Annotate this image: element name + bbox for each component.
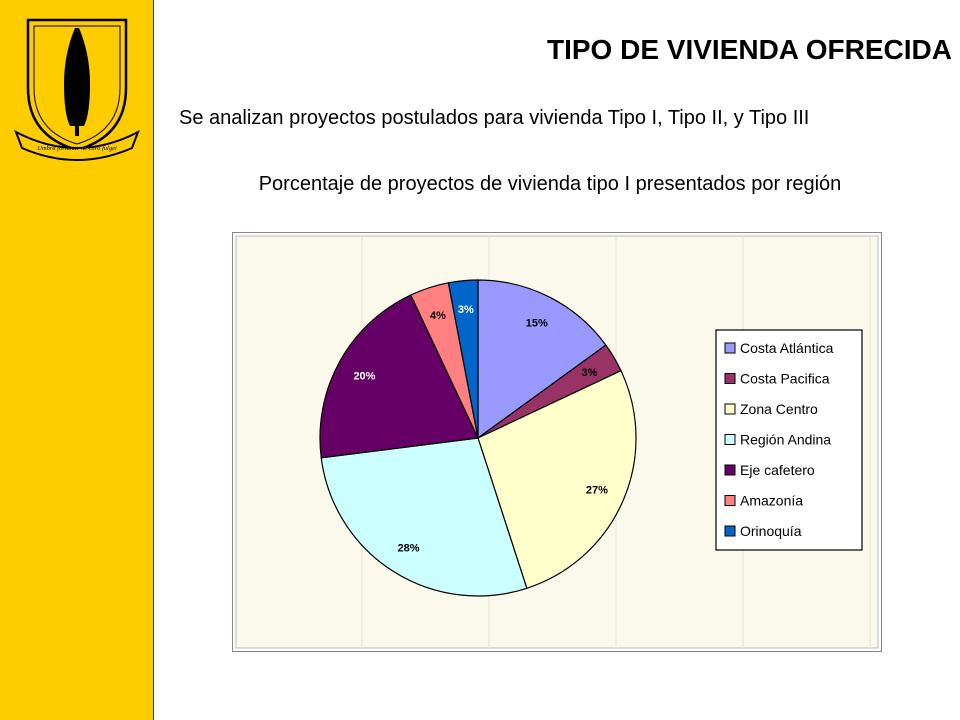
page-title: TIPO DE VIVIENDA OFRECIDA <box>546 34 952 65</box>
intro-text: Se analizan proyectos postulados para vi… <box>179 107 810 129</box>
legend-box <box>715 329 863 551</box>
legend-swatch-orinoquia <box>724 525 736 537</box>
legend-label-eje-cafetero: Eje cafetero <box>740 462 815 478</box>
legend-swatch-zona-centro <box>724 403 736 415</box>
pie-chart: 15%3%27%28%20%4% 3% Costa AtlánticaCosta … <box>232 232 882 652</box>
university-crest-icon: Umbra fortunae ne caro fulget <box>14 18 140 161</box>
legend-swatch-eje-cafetero <box>724 464 736 476</box>
chart-area: 15% 3% 27% 28% 20% 4% 3% Costa Atlántica Costa … <box>232 232 882 652</box>
chart-title: Porcentaje de proyectos de vivienda tipo… <box>258 173 842 195</box>
pie-labels: 15% 3% 27% 28% 20% 4% 3% <box>353 304 608 554</box>
pie-slice-zona-centro <box>477 369 637 590</box>
chart-legend: Costa Atlántica Costa Pacifica Zona Centro… <box>715 329 863 551</box>
legend-label-costa-pacifica: Costa Pacifica <box>740 371 830 387</box>
pie-slice-region-andina <box>320 437 528 597</box>
pie-label-region-andina: 28% <box>398 542 420 554</box>
legend-swatch-costa-atlantica <box>724 342 736 354</box>
pie-slices <box>319 279 637 597</box>
pie-label-zona-centro: 27% <box>586 484 608 496</box>
crest-motto: Umbra fortunae ne caro fulget <box>37 145 117 152</box>
pie-slice-eje-cafetero <box>319 294 479 459</box>
pie-label-orinoquia: 3% <box>458 304 474 316</box>
pie-slice-orinoquia <box>447 279 479 439</box>
legend-label-costa-atlantica: Costa Atlántica <box>740 340 834 356</box>
legend-label-region-andina: Región Andina <box>740 432 831 448</box>
legend-label-amazonia: Amazonía <box>740 493 803 509</box>
sidebar: Umbra fortunae ne caro fulget <box>0 0 154 720</box>
legend-label-orinoquia: Orinoquía <box>740 523 802 539</box>
pie-label-amazonia: 4% <box>430 310 446 322</box>
pie-label-costa-pacifica: 3% <box>582 367 598 379</box>
legend-label-zona-centro: Zona Centro <box>740 401 818 417</box>
pie-label-costa-atlantica: 15% <box>526 318 548 330</box>
pie-label-eje-cafetero: 20% <box>353 371 375 383</box>
legend-swatch-amazonia <box>724 495 736 506</box>
legend-swatch-region-andina <box>724 434 736 445</box>
legend-swatch-costa-pacifica <box>724 373 736 384</box>
pie-slice-costa-atlantica <box>477 279 607 440</box>
